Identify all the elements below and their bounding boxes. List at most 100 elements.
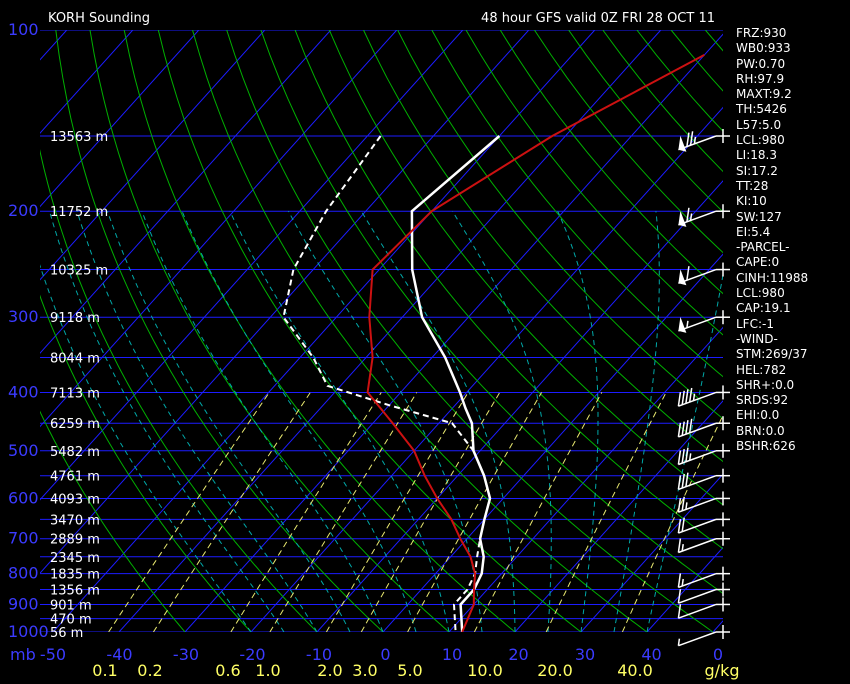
sounding-index-item: CAPE:0 <box>736 255 808 270</box>
pressure-tick-label: 500 <box>8 441 39 460</box>
sounding-index-item: BSHR:626 <box>736 439 808 454</box>
height-label: 7113 m <box>50 386 100 401</box>
isotherm-line <box>0 30 1 632</box>
wind-barb <box>678 625 730 646</box>
moist-adiabat-line <box>361 211 515 632</box>
sounding-index-item: LFC:-1 <box>736 317 808 332</box>
height-label: 13563 m <box>50 130 108 145</box>
sounding-index-item: LCL:980 <box>736 133 808 148</box>
temperature-tick-label: 0 <box>380 645 390 664</box>
height-label: 4093 m <box>50 492 100 507</box>
isotherm-line <box>119 30 661 632</box>
dry-adiabat-line <box>603 30 850 632</box>
sounding-index-item: FRZ:930 <box>736 26 808 41</box>
mixing-ratio-tick-label: 1.0 <box>255 661 280 680</box>
sounding-index-item: HEL:782 <box>736 363 808 378</box>
pressure-tick-label: 100 <box>8 20 39 39</box>
height-label: 2345 m <box>50 551 100 566</box>
sounding-index-item: KI:10 <box>736 194 808 209</box>
mixing-ratio-line <box>270 392 417 632</box>
sounding-index-item: SW:127 <box>736 210 808 225</box>
pressure-tick-label: 900 <box>8 594 39 613</box>
sounding-index-item: STM:269/37 <box>736 347 808 362</box>
mixing-ratio-line <box>153 392 310 632</box>
mixing-ratio-tick-label: 0.1 <box>92 661 117 680</box>
dry-adiabat-line <box>90 30 449 632</box>
sounding-index-item: EHI:0.0 <box>736 408 808 423</box>
sounding-index-item: BRN:0.0 <box>736 424 808 439</box>
mixing-ratio-tick-label: 40.0 <box>617 661 653 680</box>
wind-barb <box>678 416 730 437</box>
pressure-tick-label: 600 <box>8 488 39 507</box>
height-label: 4761 m <box>50 470 100 485</box>
pressure-tick-label: 300 <box>8 307 39 326</box>
temperature-tick-label: 20 <box>508 645 528 664</box>
wind-barb <box>678 310 730 333</box>
temperature-profile <box>412 136 500 632</box>
height-label: 1835 m <box>50 568 100 583</box>
dry-adiabat-line <box>227 30 713 632</box>
mixing-ratio-line <box>474 392 601 632</box>
sounding-index-item: SRDS:92 <box>736 393 808 408</box>
pressure-tick-label: 400 <box>8 382 39 401</box>
isotherm-line <box>0 30 265 632</box>
sounding-index-item: CAP:19.1 <box>736 301 808 316</box>
sounding-index-item: LI:18.3 <box>736 148 808 163</box>
height-label: 1356 m <box>50 584 100 599</box>
wind-barb <box>678 263 730 286</box>
moist-adiabat-line <box>230 211 449 632</box>
height-label: 3470 m <box>50 513 100 528</box>
height-label: 5482 m <box>50 445 100 460</box>
moist-adiabat-line <box>107 211 350 632</box>
sounding-index-item: -PARCEL- <box>736 240 808 255</box>
pressure-unit-label: mb <box>10 645 36 664</box>
isotherm-line <box>185 30 727 632</box>
sounding-index-item: -WIND- <box>736 332 808 347</box>
temperature-tick-label: 10 <box>442 645 462 664</box>
isotherm-line <box>251 30 793 632</box>
pressure-tick-label: 200 <box>8 201 39 220</box>
mixing-ratio-line <box>546 392 666 632</box>
mixing-ratio-unit-label: g/kg <box>705 661 740 680</box>
dewpoint-profile <box>284 136 491 632</box>
height-label: 11752 m <box>50 205 108 220</box>
mixing-ratio-line <box>109 392 270 632</box>
sounding-index-item: RH:97.9 <box>736 72 808 87</box>
mixing-ratio-tick-label: 10.0 <box>467 661 503 680</box>
sounding-index-item: CINH:11988 <box>736 271 808 286</box>
mixing-ratio-line <box>622 392 734 632</box>
sounding-index-item: TH:5426 <box>736 102 808 117</box>
mixing-ratio-line <box>361 392 500 632</box>
temperature-tick-label: -50 <box>40 645 66 664</box>
height-label: 8044 m <box>50 352 100 367</box>
height-label: 10325 m <box>50 264 108 279</box>
sounding-index-item: EI:5.4 <box>736 225 808 240</box>
temperature-tick-label: 30 <box>575 645 595 664</box>
isotherm-line <box>581 30 850 632</box>
sounding-index-item: TT:28 <box>736 179 808 194</box>
sounding-index-item: LCL:980 <box>736 286 808 301</box>
pressure-tick-label: 1000 <box>8 622 49 641</box>
valid-time-subtitle: 48 hour GFS valid 0Z FRI 28 OCT 11 <box>481 11 715 26</box>
sounding-index-item: WB0:933 <box>736 41 808 56</box>
sounding-index-item: SHR+:0.0 <box>736 378 808 393</box>
sounding-index-item: PW:0.70 <box>736 57 808 72</box>
mixing-ratio-tick-label: 5.0 <box>397 661 422 680</box>
sounding-index-item: L57:5.0 <box>736 118 808 133</box>
mixing-ratio-tick-label: 0.2 <box>137 661 162 680</box>
wind-barb <box>678 204 730 227</box>
height-label: 56 m <box>50 626 83 641</box>
mixing-ratio-tick-label: 2.0 <box>317 661 342 680</box>
sounding-index-item: MAXT:9.2 <box>736 87 808 102</box>
moist-adiabat-line <box>453 211 552 632</box>
moist-adiabat-line <box>614 211 659 632</box>
dry-adiabat-line <box>193 30 648 632</box>
pressure-tick-label: 700 <box>8 529 39 548</box>
mixing-ratio-tick-label: 0.6 <box>215 661 240 680</box>
height-label: 9118 m <box>50 311 100 326</box>
wind-barb <box>678 469 730 490</box>
